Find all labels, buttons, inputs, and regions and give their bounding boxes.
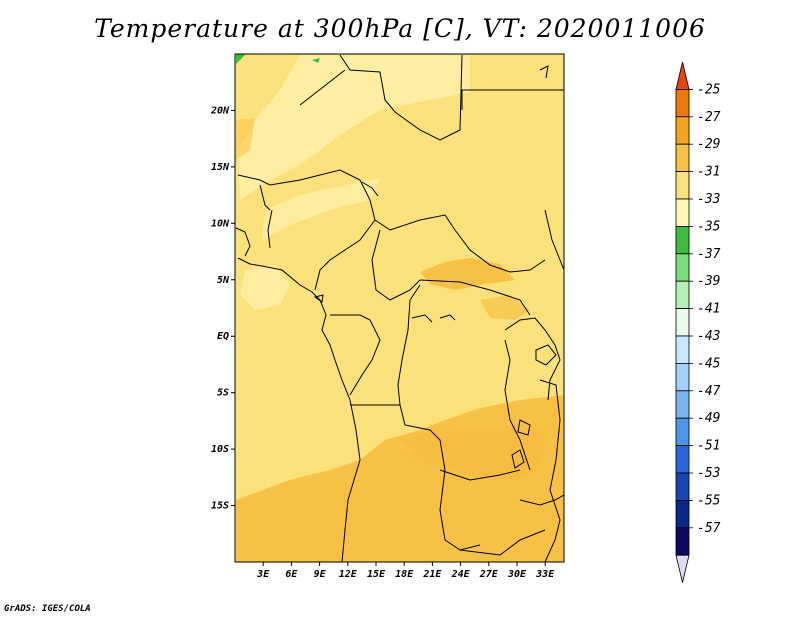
lat-tick-label: 5S xyxy=(217,388,229,399)
colorbar-label: -25 xyxy=(697,82,721,97)
map-frame xyxy=(234,53,565,563)
colorbar-label: -37 xyxy=(697,247,721,262)
colorbar-arrow-bottom xyxy=(675,554,690,583)
colorbar-label: -35 xyxy=(697,219,721,234)
map-title: Temperature at 300hPa [C], VT: 202001100… xyxy=(94,14,706,43)
colorbar-band xyxy=(675,89,690,118)
lon-tick-label: 33E xyxy=(535,569,555,580)
field-zone-35-north xyxy=(238,55,470,200)
lat-tick-label: 15N xyxy=(211,162,230,173)
colorbar-band xyxy=(675,417,690,447)
colorbar-band xyxy=(675,253,690,282)
colorbar-band xyxy=(675,116,690,145)
colorbar-band xyxy=(675,308,690,337)
temperature-field xyxy=(235,54,564,562)
field-zone-29-south xyxy=(400,425,548,480)
field-zone-37-spot xyxy=(312,58,320,63)
lon-tick-label: 15E xyxy=(367,569,386,580)
latitude-axis: 20N 15N 10N 5N EQ 5S 10S 15S xyxy=(210,105,235,512)
colorbar: -25 -27 -29 -31 -33 -35 -37 -39 -41 -43 -45 -47 -49 -… xyxy=(675,61,721,583)
colorbar-label: -31 xyxy=(697,165,720,180)
colorbar-band xyxy=(675,472,690,501)
colorbar-label: -39 xyxy=(697,274,720,289)
colorbar-band xyxy=(675,335,690,364)
lon-tick-label: 30E xyxy=(507,569,527,580)
colorbar-band xyxy=(675,143,690,172)
colorbar-band xyxy=(675,390,690,419)
field-zone-37-corner xyxy=(236,54,246,64)
colorbar-arrow-top xyxy=(675,61,690,90)
map-borders xyxy=(235,54,564,562)
lon-tick-label: 3E xyxy=(256,569,270,580)
lon-tick-label: 6E xyxy=(285,569,298,580)
field-zone-35-west xyxy=(262,178,380,240)
colorbar-band xyxy=(675,362,690,392)
colorbar-label: -43 xyxy=(697,329,720,344)
colorbar-band xyxy=(675,445,690,474)
colorbar-band xyxy=(675,527,690,556)
colorbar-label: -53 xyxy=(697,466,720,481)
colorbar-band xyxy=(675,225,690,255)
colorbar-label: -45 xyxy=(697,356,721,371)
lon-tick-label: 12E xyxy=(339,569,358,580)
colorbar-band xyxy=(675,499,690,529)
colorbar-label: -41 xyxy=(697,302,720,317)
colorbar-band xyxy=(675,198,690,227)
lat-tick-label: 5N xyxy=(217,275,230,286)
colorbar-label: -57 xyxy=(697,521,721,536)
lat-tick-label: 10N xyxy=(211,218,230,229)
colorbar-label: -27 xyxy=(697,110,721,125)
colorbar-band xyxy=(675,171,690,200)
colorbar-band xyxy=(675,280,690,310)
lat-tick-label: 15S xyxy=(211,501,229,512)
lat-tick-label: 10S xyxy=(211,444,229,455)
lon-tick-label: 27E xyxy=(479,569,499,580)
lon-tick-label: 21E xyxy=(422,569,442,580)
lat-tick-label: EQ xyxy=(217,331,229,342)
longitude-axis: 3E 6E 9E 12E 15E 18E 21E 24E 27E 30E 33E xyxy=(256,562,555,580)
field-zone-31-central xyxy=(420,258,515,290)
field-zone-35-coast xyxy=(240,265,290,310)
colorbar-label: -51 xyxy=(697,439,720,454)
lon-tick-label: 24E xyxy=(451,569,471,580)
lon-tick-label: 9E xyxy=(314,569,327,580)
field-zone-31-nw xyxy=(236,118,255,160)
credit-text: GrADS: IGES/COLA xyxy=(4,604,91,614)
lon-tick-label: 18E xyxy=(395,569,414,580)
colorbar-label: -29 xyxy=(697,137,720,152)
field-zone-33-ne xyxy=(470,55,564,90)
colorbar-label: -55 xyxy=(697,493,721,508)
lat-tick-label: 20N xyxy=(210,105,230,116)
colorbar-label: -49 xyxy=(697,411,720,426)
colorbar-label: -47 xyxy=(697,384,721,399)
colorbar-label: -33 xyxy=(697,192,720,207)
field-zone-31-lakes xyxy=(480,295,530,320)
